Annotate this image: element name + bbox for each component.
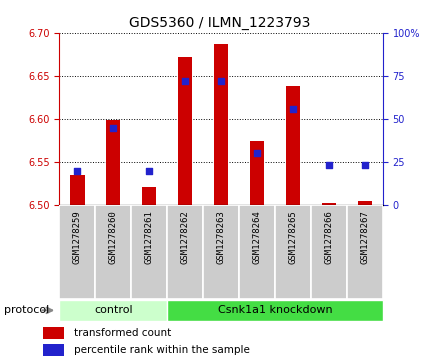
FancyBboxPatch shape	[167, 205, 203, 299]
Text: GSM1278264: GSM1278264	[253, 210, 261, 264]
Bar	[142, 187, 157, 205]
FancyBboxPatch shape	[347, 205, 383, 299]
FancyBboxPatch shape	[59, 205, 95, 299]
Bar	[286, 86, 300, 205]
Point	[218, 78, 225, 84]
Point	[290, 106, 297, 111]
Text: control: control	[94, 305, 132, 315]
Text: GSM1278266: GSM1278266	[324, 210, 334, 264]
Text: Csnk1a1 knockdown: Csnk1a1 knockdown	[218, 305, 332, 315]
FancyBboxPatch shape	[131, 205, 167, 299]
Bar	[178, 57, 192, 205]
Bar	[43, 327, 64, 339]
Bar	[70, 175, 84, 205]
Bar	[250, 141, 264, 205]
FancyBboxPatch shape	[59, 300, 167, 321]
Bar	[322, 203, 336, 205]
Point	[74, 168, 81, 174]
Text: protocol: protocol	[4, 305, 50, 315]
Text: GSM1278265: GSM1278265	[289, 210, 297, 264]
Text: GSM1278262: GSM1278262	[181, 210, 190, 264]
Text: GSM1278259: GSM1278259	[73, 210, 82, 264]
Bar	[214, 44, 228, 205]
Point	[253, 150, 260, 156]
Text: GSM1278267: GSM1278267	[360, 210, 369, 264]
Text: GSM1278260: GSM1278260	[109, 210, 118, 264]
Bar	[43, 344, 64, 356]
FancyBboxPatch shape	[95, 205, 131, 299]
FancyBboxPatch shape	[311, 205, 347, 299]
Text: GSM1278263: GSM1278263	[216, 210, 226, 264]
Point	[146, 168, 153, 174]
Point	[110, 125, 117, 130]
FancyBboxPatch shape	[167, 300, 383, 321]
FancyBboxPatch shape	[275, 205, 311, 299]
Text: GDS5360 / ILMN_1223793: GDS5360 / ILMN_1223793	[129, 16, 311, 30]
Text: GSM1278261: GSM1278261	[145, 210, 154, 264]
Point	[326, 163, 333, 168]
Bar	[358, 201, 372, 205]
Bar	[106, 120, 121, 205]
Text: transformed count: transformed count	[74, 328, 171, 338]
Text: percentile rank within the sample: percentile rank within the sample	[74, 345, 250, 355]
Point	[182, 78, 189, 84]
Point	[361, 163, 368, 168]
FancyBboxPatch shape	[203, 205, 239, 299]
FancyBboxPatch shape	[239, 205, 275, 299]
